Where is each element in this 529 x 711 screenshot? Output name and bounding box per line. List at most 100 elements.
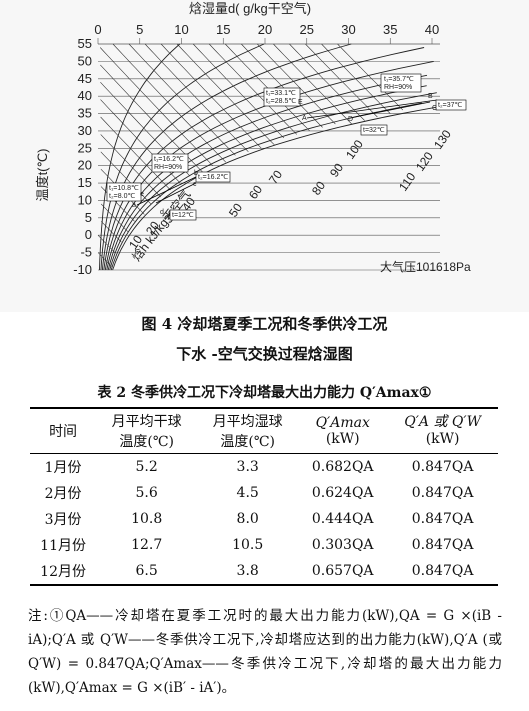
left-tick-label: 50 xyxy=(78,53,92,68)
enthalpy-line xyxy=(97,234,116,253)
summer-label-A: t₁=33.1℃ t₂=28.5℃ xyxy=(263,87,301,107)
table-row: 3月份 10.8 8.0 0.444QA 0.847QA xyxy=(44,511,474,528)
enthalpy-line xyxy=(321,43,391,114)
rh-curve xyxy=(107,85,427,271)
rh-curve xyxy=(99,43,181,271)
top-tick-label: 10 xyxy=(174,22,188,37)
enthalpy-line xyxy=(192,43,285,139)
rh-curve xyxy=(101,43,352,271)
point-d: d xyxy=(160,209,164,216)
table-row: 12月份 6.5 3.8 0.657QA 0.847QA xyxy=(30,558,498,586)
svg-text:t=12℃: t=12℃ xyxy=(172,212,194,219)
figure-caption-line1: 图 4 冷却塔夏季工况和冬季供冷工况 xyxy=(141,315,388,333)
table-caption: 表 2 冬季供冷工况下冷却塔最大出力能力 Q′Amax① xyxy=(97,385,432,401)
table-row: 2月份 5.6 4.5 0.624QA 0.847QA xyxy=(44,485,474,502)
rh-curve xyxy=(109,92,437,271)
summer-label-B: t₁=35.7℃ RH=90% xyxy=(380,73,422,93)
top-tick-label: 25 xyxy=(300,22,314,37)
top-tick-label: 30 xyxy=(341,22,355,37)
enthalpy-line xyxy=(273,43,352,125)
left-tick-label: 30 xyxy=(78,123,92,138)
header-wet-bulb: 月平均湿球 xyxy=(197,407,299,431)
left-tick-label: 45 xyxy=(78,71,92,86)
enthalpy-line xyxy=(100,151,152,205)
left-tick-label: 40 xyxy=(78,88,92,103)
top-axis-ticks: 0 5 10 15 20 25 30 35 40 xyxy=(94,22,439,37)
enthalpy-line xyxy=(100,116,171,191)
enthalpy-line xyxy=(241,43,323,128)
left-tick-label: 10 xyxy=(78,192,92,207)
top-tick-label: 5 xyxy=(136,22,143,37)
enthalpy-line xyxy=(128,43,236,156)
psychrometric-chart: 焓湿量d( g/kg干空气) 0 5 10 15 20 25 30 35 40 温度t(℃) 5… xyxy=(0,0,529,312)
enthalpy-line xyxy=(176,43,275,146)
point-a: a xyxy=(132,202,136,209)
enthalpy-lines xyxy=(97,43,404,267)
svg-text:RH=90%: RH=90% xyxy=(154,164,182,171)
winter-label-C: t₂=16.2℃ xyxy=(195,171,231,183)
point-A: A xyxy=(302,115,307,122)
point-c: c xyxy=(193,181,197,188)
winter-process-lines xyxy=(136,175,199,206)
left-tick-label: 25 xyxy=(78,140,92,155)
enthalpy-line xyxy=(208,43,298,135)
svg-text:RH=90%: RH=90% xyxy=(384,84,412,91)
svg-text:t₁=10.8℃: t₁=10.8℃ xyxy=(109,185,139,192)
header-qa-qw: Q′A 或 Q′W xyxy=(387,407,498,431)
table-row: 1月份 5.2 3.3 0.682QA 0.847QA xyxy=(44,459,474,476)
summer-process-lines xyxy=(306,99,438,119)
enthalpy-line xyxy=(100,134,161,198)
left-axis-title: 温度t(℃) xyxy=(35,149,50,202)
point-B: B xyxy=(428,93,433,100)
winter-label-B: t₁=16.2℃ RH=90% xyxy=(151,153,189,173)
header-dry-bulb: 月平均干球 xyxy=(96,407,198,431)
winter-label-A: t₁=10.8℃ t₂=8.0℃ xyxy=(106,182,142,202)
enthalpy-line xyxy=(97,252,112,267)
winter-label-D: t=12℃ xyxy=(169,209,197,221)
data-table: 时间 月平均干球 月平均湿球 Q′Amax Q′A 或 Q′W 温度(℃) 温度… xyxy=(30,407,498,586)
rh-curve xyxy=(106,74,428,271)
enthalpy-line xyxy=(99,47,213,166)
left-tick-label: 0 xyxy=(85,227,92,242)
pressure-label: 大气压101618Pa xyxy=(380,259,471,274)
enthalpy-line xyxy=(337,43,404,111)
svg-text:t₁=35.7℃: t₁=35.7℃ xyxy=(384,76,414,83)
header-qamax: Q′Amax xyxy=(298,407,388,431)
svg-text:t₁=16.2℃: t₁=16.2℃ xyxy=(154,156,184,163)
point-D: D xyxy=(348,116,353,123)
summer-label-D: t=32℃ xyxy=(360,124,388,136)
enthalpy-line xyxy=(305,43,378,118)
table-row: 11月份 12.7 10.5 0.303QA 0.847QA xyxy=(40,537,474,554)
enthalpy-line xyxy=(100,203,129,233)
left-tick-label: 35 xyxy=(78,106,92,121)
point-E: E xyxy=(298,99,303,106)
enthalpy-line xyxy=(144,43,249,153)
rh-curve xyxy=(100,43,265,271)
svg-text:t=32℃: t=32℃ xyxy=(363,127,385,134)
rh-curve xyxy=(112,106,440,271)
left-tick-label: 55 xyxy=(78,36,92,51)
enthalpy-line xyxy=(160,43,262,149)
left-tick-label: 5 xyxy=(85,210,92,225)
top-tick-label: 35 xyxy=(383,22,397,37)
header-time: 时间 xyxy=(30,407,97,454)
enthalpy-line xyxy=(112,43,227,163)
top-axis-title: 焓湿量d( g/kg干空气) xyxy=(189,1,311,16)
header-wet-bulb-unit: 温度(℃) xyxy=(197,431,299,454)
enthalpy-line xyxy=(257,43,336,125)
left-tick-label: 20 xyxy=(78,158,92,173)
enthalpy-line xyxy=(289,43,365,121)
enthalpy-line xyxy=(100,221,122,243)
rh-curve xyxy=(110,102,422,271)
header-qamax-unit: (kW) xyxy=(298,431,388,454)
point-e: e xyxy=(140,191,144,198)
figure-caption-line2: 下水 -空气交换过程焓湿图 xyxy=(176,345,353,363)
svg-text:t₁=33.1℃: t₁=33.1℃ xyxy=(266,90,296,97)
enthalpy-line xyxy=(100,186,135,222)
point-b: b xyxy=(194,170,198,177)
table-note: 注:①QA——冷却塔在夏季工况时的最大出力能力(kW),QA = G ×(iB … xyxy=(28,608,502,696)
svg-text:t₂=16.2℃: t₂=16.2℃ xyxy=(198,174,228,181)
svg-text:t₂=37℃: t₂=37℃ xyxy=(438,102,463,109)
enthalpy-line xyxy=(224,43,310,132)
